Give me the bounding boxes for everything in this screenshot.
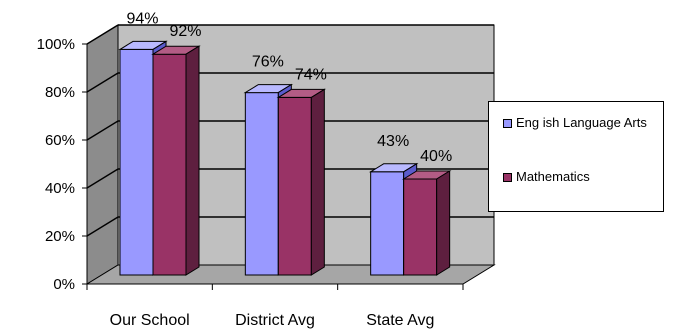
- data-label: 76%: [252, 54, 284, 71]
- bar-side-1-0: [185, 45, 200, 276]
- bar-side-1-2: [436, 170, 451, 276]
- bar-0-0: [119, 48, 154, 276]
- y-tick-label: 80%: [45, 84, 75, 101]
- gridline-side: [86, 24, 119, 45]
- gridline-side: [86, 120, 119, 141]
- x-tick-label: District Avg: [235, 312, 315, 329]
- data-label: 94%: [126, 10, 158, 27]
- legend-label-ela: Eng ish Language Arts: [516, 115, 647, 130]
- bar-side-1-1: [310, 88, 325, 276]
- legend-label-math: Mathematics: [516, 169, 590, 184]
- x-tick-label: Our School: [110, 312, 190, 329]
- legend-swatch-ela: [503, 119, 512, 128]
- data-label: 43%: [377, 133, 409, 150]
- data-label: 92%: [169, 23, 201, 40]
- gridline-side: [86, 168, 119, 189]
- x-tick-label: State Avg: [366, 312, 434, 329]
- bar-1-1: [277, 96, 312, 276]
- data-label: 74%: [295, 66, 327, 83]
- y-tick-label: 0%: [53, 276, 75, 293]
- gridline-side: [86, 72, 119, 93]
- bar-1-2: [403, 178, 438, 276]
- bar-1-0: [152, 53, 187, 276]
- y-tick-label: 40%: [45, 180, 75, 197]
- legend-swatch-math: [503, 173, 512, 182]
- y-tick-label: 20%: [45, 228, 75, 245]
- side-wall: [86, 24, 119, 285]
- bar-0-1: [244, 92, 279, 276]
- y-tick-label: 100%: [37, 36, 75, 53]
- gridline-side: [86, 216, 119, 237]
- data-label: 40%: [420, 148, 452, 165]
- y-tick-label: 60%: [45, 132, 75, 149]
- legend: Eng ish Language Arts Mathematics: [488, 101, 664, 212]
- bar-0-2: [370, 171, 405, 276]
